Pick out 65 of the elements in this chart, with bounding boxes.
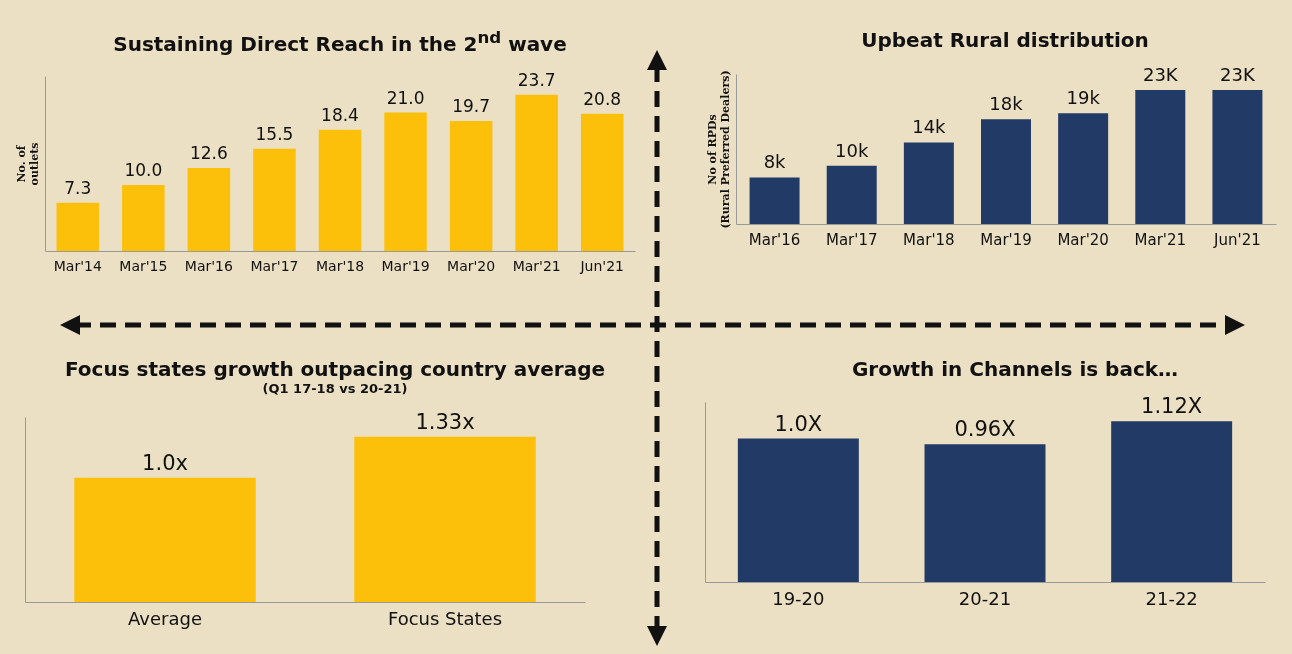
data-label: 10k bbox=[835, 139, 869, 161]
bar bbox=[1058, 113, 1109, 224]
x-tick-label: Mar'19 bbox=[980, 230, 1032, 249]
data-label: 18k bbox=[989, 93, 1024, 115]
bar bbox=[122, 184, 165, 251]
data-label: 19.7 bbox=[452, 95, 491, 116]
chart-subtitle: (Q1 17-18 vs 20-21) bbox=[261, 381, 409, 396]
x-tick-label: Jun'21 bbox=[579, 257, 624, 274]
y-axis-title: No of RPDs (Rural Preferred Dealers) bbox=[705, 70, 732, 229]
x-tick-label: Jun'21 bbox=[1213, 230, 1261, 249]
x-tick-label: 19-20 bbox=[772, 587, 825, 609]
data-label: 23.7 bbox=[517, 69, 556, 90]
bar bbox=[826, 165, 877, 224]
bar bbox=[56, 202, 100, 251]
data-label: 15.5 bbox=[255, 123, 294, 144]
x-tick-label: Mar'16 bbox=[184, 257, 234, 274]
chart-title: Focus states growth outpacing country average bbox=[63, 357, 607, 381]
bar bbox=[384, 112, 427, 251]
data-label: 7.3 bbox=[64, 177, 92, 198]
x-tick-label: 21-22 bbox=[1145, 587, 1198, 609]
x-tick-label: Mar'14 bbox=[53, 257, 102, 274]
bar bbox=[515, 94, 558, 251]
data-label: 19k bbox=[1066, 87, 1101, 109]
data-label: 20.8 bbox=[583, 88, 622, 109]
x-tick-label: Mar'17 bbox=[250, 257, 299, 274]
bar bbox=[253, 148, 296, 251]
data-label: 1.0x bbox=[142, 450, 188, 475]
data-label: 12.6 bbox=[189, 142, 228, 163]
x-tick-label: Mar'17 bbox=[825, 230, 878, 249]
bar bbox=[749, 177, 800, 224]
data-label: 1.33x bbox=[415, 409, 475, 434]
chart-title: Upbeat Rural distribution bbox=[860, 28, 1150, 52]
x-tick-label: Mar'21 bbox=[1134, 230, 1187, 249]
data-label: 14k bbox=[912, 116, 947, 138]
bar bbox=[981, 119, 1031, 224]
bar bbox=[903, 142, 954, 224]
data-label: 1.12X bbox=[1141, 394, 1203, 419]
chart-title: Growth in Channels is back… bbox=[850, 357, 1180, 381]
x-tick-label: Mar'18 bbox=[903, 230, 955, 249]
data-label: 1.0X bbox=[774, 411, 823, 436]
data-label: 8k bbox=[763, 151, 787, 173]
chart-title: Sustaining Direct Reach in the 2$^{nd}$ wave bbox=[112, 28, 568, 56]
data-label: 21.0 bbox=[386, 87, 425, 108]
bar bbox=[449, 120, 493, 251]
data-label: 23K bbox=[1142, 64, 1179, 86]
x-tick-label: Mar'16 bbox=[748, 230, 801, 249]
x-tick-label: Mar'15 bbox=[119, 257, 168, 274]
bar bbox=[1212, 90, 1263, 224]
bar bbox=[318, 129, 362, 251]
bar bbox=[187, 167, 231, 251]
data-label: 23K bbox=[1220, 64, 1256, 86]
data-label: 0.96X bbox=[954, 417, 1016, 442]
y-axis-title: No. of outlets bbox=[14, 142, 41, 186]
x-tick-label: Mar'20 bbox=[1057, 230, 1109, 249]
x-tick-label: Mar'18 bbox=[315, 257, 365, 274]
data-label: 18.4 bbox=[321, 104, 359, 125]
x-tick-label: Mar'21 bbox=[512, 257, 561, 274]
bar bbox=[1135, 90, 1186, 224]
x-tick-label: Focus States bbox=[387, 607, 503, 629]
bar bbox=[580, 113, 624, 251]
x-tick-label: Average bbox=[128, 607, 202, 629]
x-tick-label: Mar'20 bbox=[447, 257, 496, 274]
x-tick-label: 20-21 bbox=[958, 587, 1012, 609]
x-tick-label: Mar'19 bbox=[381, 257, 430, 274]
data-label: 10.0 bbox=[124, 159, 163, 180]
